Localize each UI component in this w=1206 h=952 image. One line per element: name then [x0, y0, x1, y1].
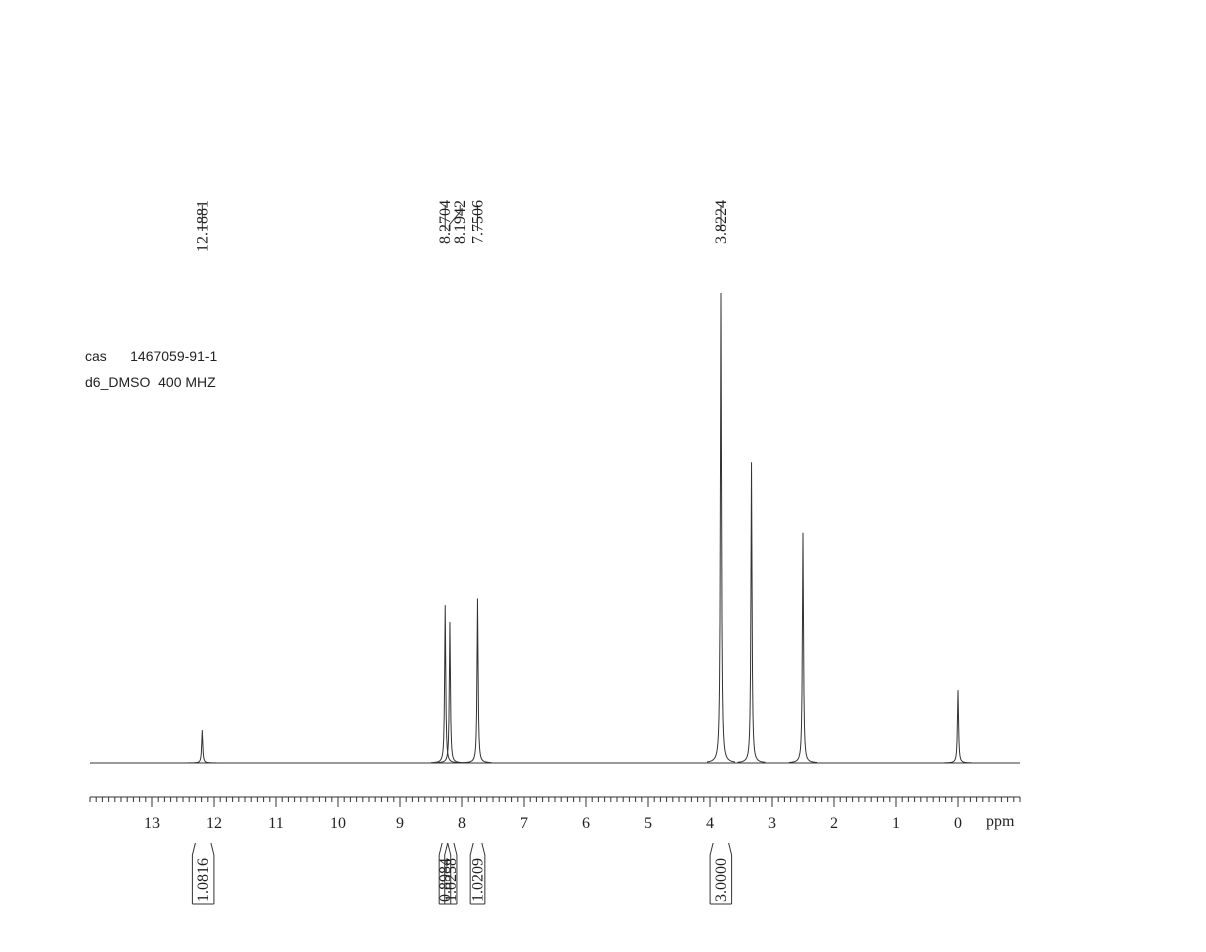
peak-label: 7.7506 — [469, 200, 486, 244]
x-tick-label: 1 — [892, 815, 900, 832]
integral-label: 1.0209 — [470, 858, 487, 902]
x-tick-label: 11 — [268, 815, 283, 832]
integral-bracket — [709, 842, 733, 905]
peak — [943, 690, 973, 764]
integral-label: 0.8984 — [437, 858, 454, 902]
x-tick-label: 4 — [706, 815, 714, 832]
x-tick-label: 13 — [144, 815, 160, 832]
peak — [435, 621, 464, 764]
peak-label: 8.1942 — [452, 200, 469, 244]
x-tick-label: 8 — [458, 815, 466, 832]
x-tick-label: 3 — [768, 815, 776, 832]
annotation: d6_DMSO 400 MHZ — [85, 374, 216, 390]
x-tick-label: 7 — [520, 815, 528, 832]
peak — [463, 598, 492, 764]
peak — [737, 462, 766, 763]
x-tick-label: 10 — [330, 815, 346, 832]
integral-bracket — [191, 842, 215, 905]
x-axis-label: ppm — [986, 813, 1015, 830]
peak-label: 8.2704 — [437, 200, 454, 244]
x-tick-label: 2 — [830, 815, 838, 832]
peak — [706, 292, 736, 763]
x-tick-label: 6 — [582, 815, 590, 832]
x-tick-label: 9 — [396, 815, 404, 832]
peak — [188, 730, 217, 764]
annotation: cas 1467059-91-1 — [85, 348, 218, 364]
peak — [788, 532, 818, 763]
integral-label: 1.0258 — [443, 858, 460, 902]
x-tick-label: 5 — [644, 815, 652, 832]
peak-label-leader — [449, 205, 461, 231]
peak-label: 12.1881 — [194, 200, 211, 252]
x-tick-label: 0 — [954, 815, 962, 832]
integral-label: 1.0816 — [195, 858, 212, 902]
peak-label: 3.8224 — [713, 200, 730, 244]
integral-bracket — [444, 842, 458, 905]
peak — [431, 605, 460, 764]
integral-bracket — [469, 842, 486, 905]
x-tick-label: 12 — [206, 815, 222, 832]
integral-label: 3.0000 — [713, 858, 730, 902]
